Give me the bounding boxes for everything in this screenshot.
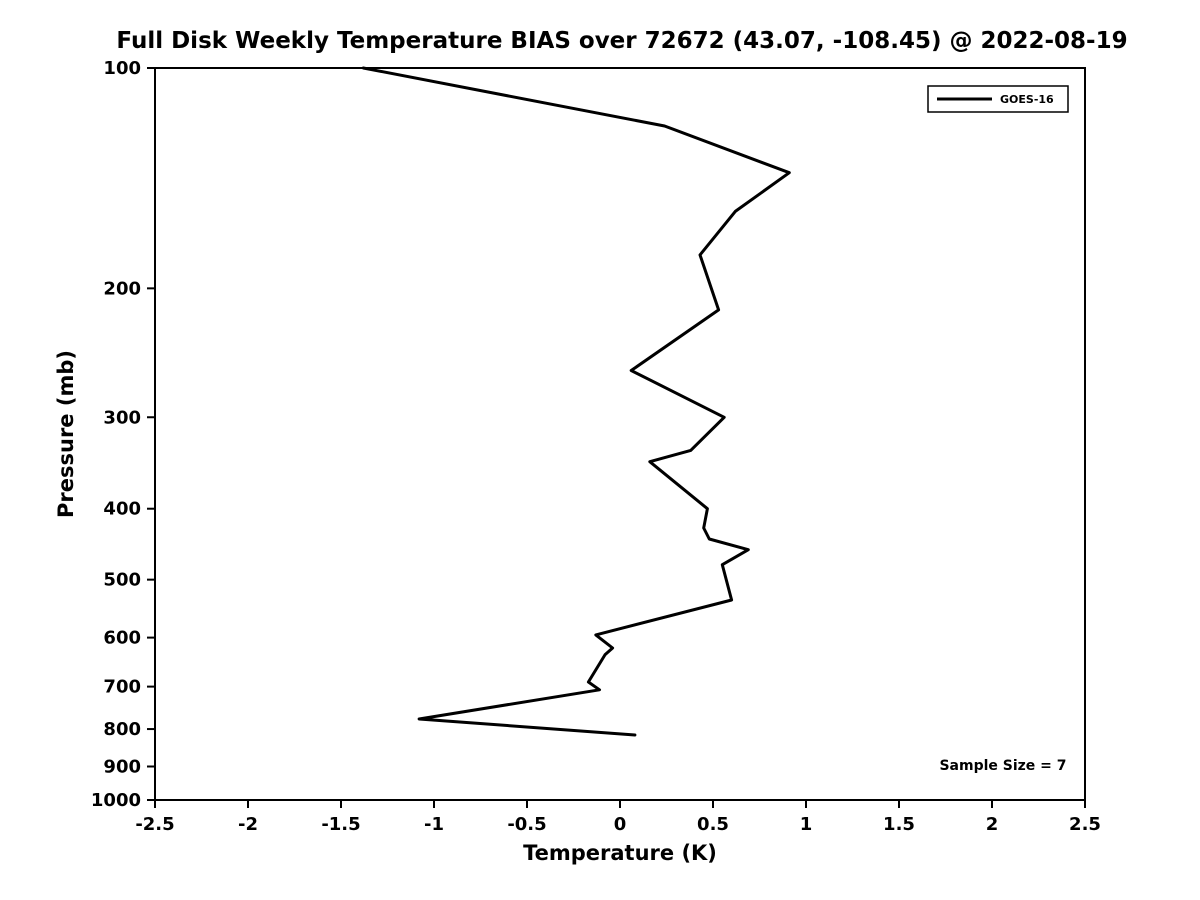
x-axis-label: Temperature (K) [523, 841, 717, 865]
legend-label: GOES-16 [1000, 93, 1054, 106]
x-tick-label: -0.5 [507, 814, 546, 835]
chart-title: Full Disk Weekly Temperature BIAS over 7… [116, 28, 1128, 54]
y-tick-label: 600 [103, 628, 141, 649]
axes-box [154, 67, 1086, 801]
x-tick-label: -2.5 [135, 814, 174, 835]
x-tick-label: 1.5 [883, 814, 915, 835]
y-tick-label: 800 [103, 719, 141, 740]
sample-size-annotation: Sample Size = 7 [939, 758, 1066, 774]
y-tick-label: 300 [103, 407, 141, 428]
x-tick-label: 2 [986, 814, 999, 835]
x-tick-label: 0 [614, 814, 627, 835]
y-tick-label: 100 [103, 58, 141, 79]
y-tick-label: 400 [103, 499, 141, 520]
y-tick-label: 700 [103, 677, 141, 698]
x-tick-label: 2.5 [1069, 814, 1101, 835]
y-tick-label: 1000 [91, 790, 141, 811]
y-tick-label: 900 [103, 757, 141, 778]
x-tick-label: 0.5 [697, 814, 729, 835]
x-tick-label: 1 [800, 814, 813, 835]
x-tick-label: -2 [238, 814, 258, 835]
series-line-goes-16 [361, 66, 791, 737]
x-tick-label: -1.5 [321, 814, 360, 835]
y-tick-label: 200 [103, 278, 141, 299]
x-tick-label: -1 [424, 814, 444, 835]
y-tick-label: 500 [103, 570, 141, 591]
